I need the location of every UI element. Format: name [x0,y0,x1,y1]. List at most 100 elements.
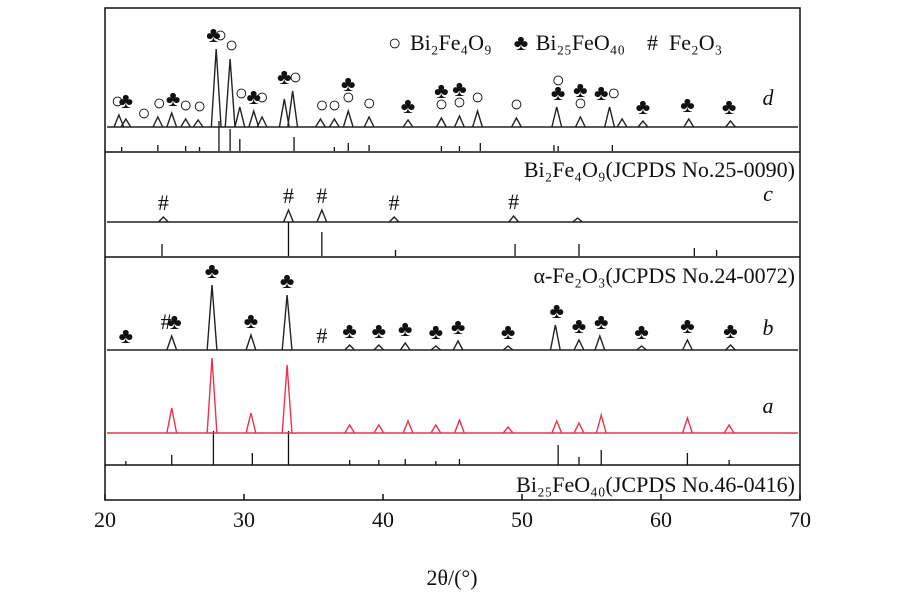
peak [166,110,178,128]
peak-marker: # [283,183,294,208]
legend-label: Fe₂O₃ [669,30,722,55]
peak [363,115,375,128]
peak [402,118,414,128]
peak [248,108,260,128]
peak [574,115,586,128]
peak [681,338,693,351]
peak-marker: ♣ [550,298,564,323]
reference-label: Bi₂Fe₄O₉(JCPDS No.25-0090) [524,157,795,182]
peak-marker: # [158,190,169,215]
x-tick-label: 20 [94,507,116,532]
peak-marker: ○ [342,84,355,109]
peak-marker: ♣ [277,64,291,89]
pattern-name: a [763,393,774,418]
peak-marker: ♣ [429,319,443,344]
peak [573,338,585,351]
peak [502,345,514,351]
peak-marker: ○ [111,88,124,113]
peak-marker: # [389,190,400,215]
x-tick-label: 60 [650,507,672,532]
peak-marker: ♣ [119,323,133,348]
plot-frame [104,7,801,501]
peak [594,333,606,351]
peak [224,58,236,128]
peak-marker: ○ [137,100,150,125]
peak-marker: ♣ [634,319,648,344]
peak [508,214,520,223]
peak [234,106,246,128]
peak [287,90,299,128]
legend-label: Bi₂Fe₄O₉ [410,30,492,55]
peak [573,421,585,434]
peak-marker: ○ [289,64,302,89]
reference-label: α-Fe₂O₃(JCPDS No.24-0072) [533,263,795,288]
peak-marker: ♣ [680,92,694,117]
peak-marker: ♣ [434,78,448,103]
peak [681,415,693,434]
legend-symbol: ♣ [514,30,528,55]
peak-marker: ♣ [401,93,415,118]
peak-marker: ♣ [551,80,565,105]
peak [388,215,400,223]
peak-marker: ○ [328,92,341,117]
peak-marker: ♣ [205,258,219,283]
peak-marker: ♣ [722,94,736,119]
peak [328,117,340,128]
peak [120,117,132,128]
peak [180,117,192,128]
peak-marker: ○ [179,92,192,117]
peak-marker: ○ [235,80,248,105]
peak [510,116,522,128]
peak [245,332,257,351]
peak [206,284,218,351]
peak-marker: ○ [193,93,206,118]
peak [471,108,484,128]
peak [430,345,442,351]
peak [281,364,293,434]
peak-marker: ♣ [244,308,258,333]
peak [316,208,328,223]
x-tick-label: 30 [233,507,255,532]
peak [166,407,178,434]
peak [725,343,736,351]
peak-marker: ♣ [501,319,515,344]
peak-marker: # [316,183,327,208]
peak-marker: ♣ [206,22,220,47]
peak-marker: ○ [214,22,227,47]
peak [636,345,647,351]
peak-marker: ♣ [167,309,181,334]
peak-marker: ○ [255,84,268,109]
peak [373,423,385,434]
peak-marker: ♣ [723,318,737,343]
peak [344,423,356,434]
peak-marker: ○ [362,90,375,115]
legend-symbol: ○ [388,30,401,55]
peak [342,108,354,128]
peak [551,106,563,128]
peak [113,113,125,128]
peak [453,418,465,434]
peak-marker: ♣ [594,80,608,105]
peak [344,343,356,351]
peak [314,117,326,128]
peak [402,419,414,434]
peak [192,118,204,128]
peak-marker: ○ [153,90,166,115]
peak-marker: ♣ [451,314,465,339]
x-tick-label: 50 [511,507,533,532]
peak [572,217,583,223]
peak-marker: ♣ [573,77,587,102]
peak [281,294,293,351]
peak-marker: ○ [453,89,466,114]
peak-marker: ○ [551,67,564,92]
reference-label: Bi₂₅FeO₄₀(JCPDS No.46-0416) [516,472,795,497]
peak-marker: ♣ [341,71,355,96]
peak [604,106,616,128]
peak [206,357,218,434]
peak [452,339,464,351]
peak-marker: ○ [510,91,523,116]
peak [595,412,607,434]
peak [637,119,649,128]
